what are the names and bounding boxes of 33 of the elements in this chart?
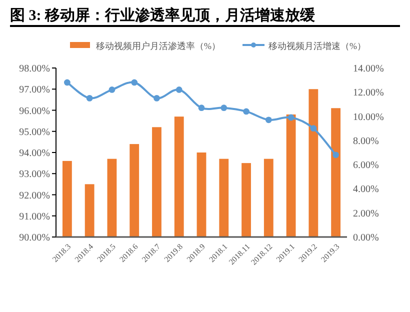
- y2-tick-label: 4.00%: [353, 184, 379, 196]
- y2-tick-label: 14.00%: [353, 64, 384, 74]
- legend-label: 移动视频月活增速（%）: [268, 41, 366, 51]
- point: [243, 108, 250, 115]
- point: [108, 86, 116, 93]
- y-tick-label: 96.00%: [19, 106, 50, 117]
- point: [332, 152, 340, 158]
- y-tick-label: 98.00%: [19, 64, 50, 74]
- y-tick-label: 97.00%: [19, 84, 50, 96]
- y2-tick-label: 0.00%: [353, 232, 379, 244]
- point: [176, 86, 182, 93]
- y-tick-label: 91.00%: [19, 211, 50, 222]
- y2-tick-label: 2.00%: [353, 208, 379, 220]
- point: [154, 94, 160, 102]
- y2-tick-label: 6.00%: [353, 160, 379, 172]
- chart-title: 图 3: 移动屏：行业渗透率见顶，月活增速放缓: [10, 6, 316, 24]
- y-tick-label: 92.00%: [19, 190, 50, 202]
- y-tick-label: 93.00%: [19, 169, 50, 180]
- point: [198, 104, 205, 112]
- y2-tick-label: 8.00%: [353, 136, 379, 147]
- point: [310, 125, 317, 132]
- y-tick-label: 94.00%: [19, 148, 50, 159]
- y-tick-label: 95.00%: [19, 126, 50, 138]
- point: [220, 104, 228, 112]
- y2-tick-label: 10.00%: [353, 112, 384, 123]
- y2-tick-label: 12.00%: [353, 88, 384, 99]
- point: [131, 79, 138, 86]
- point: [265, 116, 272, 124]
- point: [288, 114, 294, 121]
- y-tick-label: 90.00%: [19, 232, 50, 244]
- legend-label: 移动视频用户月活渗透率（%）: [96, 41, 220, 51]
- point: [64, 79, 70, 86]
- point: [86, 94, 93, 102]
